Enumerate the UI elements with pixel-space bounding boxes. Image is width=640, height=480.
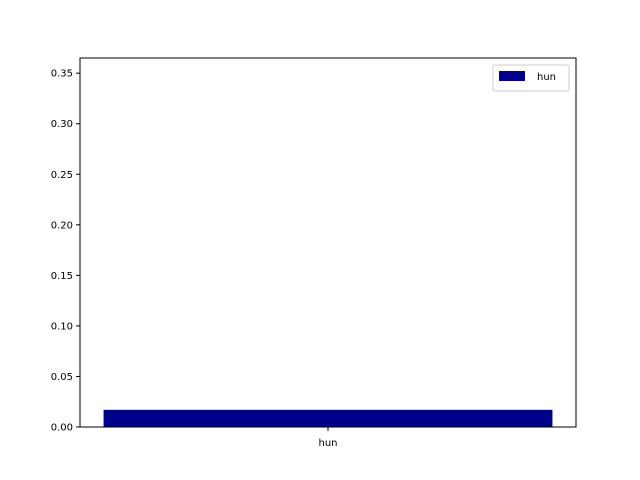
x-axis: hun [318, 427, 338, 449]
x-tick-label: hun [318, 438, 337, 449]
y-axis: 0.00 0.05 0.10 0.15 0.20 0.25 0.30 0.35 [51, 69, 80, 434]
y-tick-label: 0.30 [51, 119, 73, 130]
y-tick-label: 0.25 [51, 170, 73, 181]
bar-hun [103, 409, 553, 427]
legend-swatch-hun [499, 71, 525, 81]
y-tick-label: 0.35 [51, 69, 73, 80]
legend: hun [492, 64, 570, 92]
y-tick-label: 0.05 [51, 372, 73, 383]
y-tick-label: 0.20 [51, 220, 73, 231]
bars-group [103, 409, 553, 427]
y-tick-label: 0.00 [51, 423, 73, 434]
plot-frame [79, 57, 577, 428]
legend-label-hun: hun [537, 72, 556, 83]
y-tick-label: 0.15 [51, 271, 73, 282]
y-tick-label: 0.10 [51, 321, 73, 332]
